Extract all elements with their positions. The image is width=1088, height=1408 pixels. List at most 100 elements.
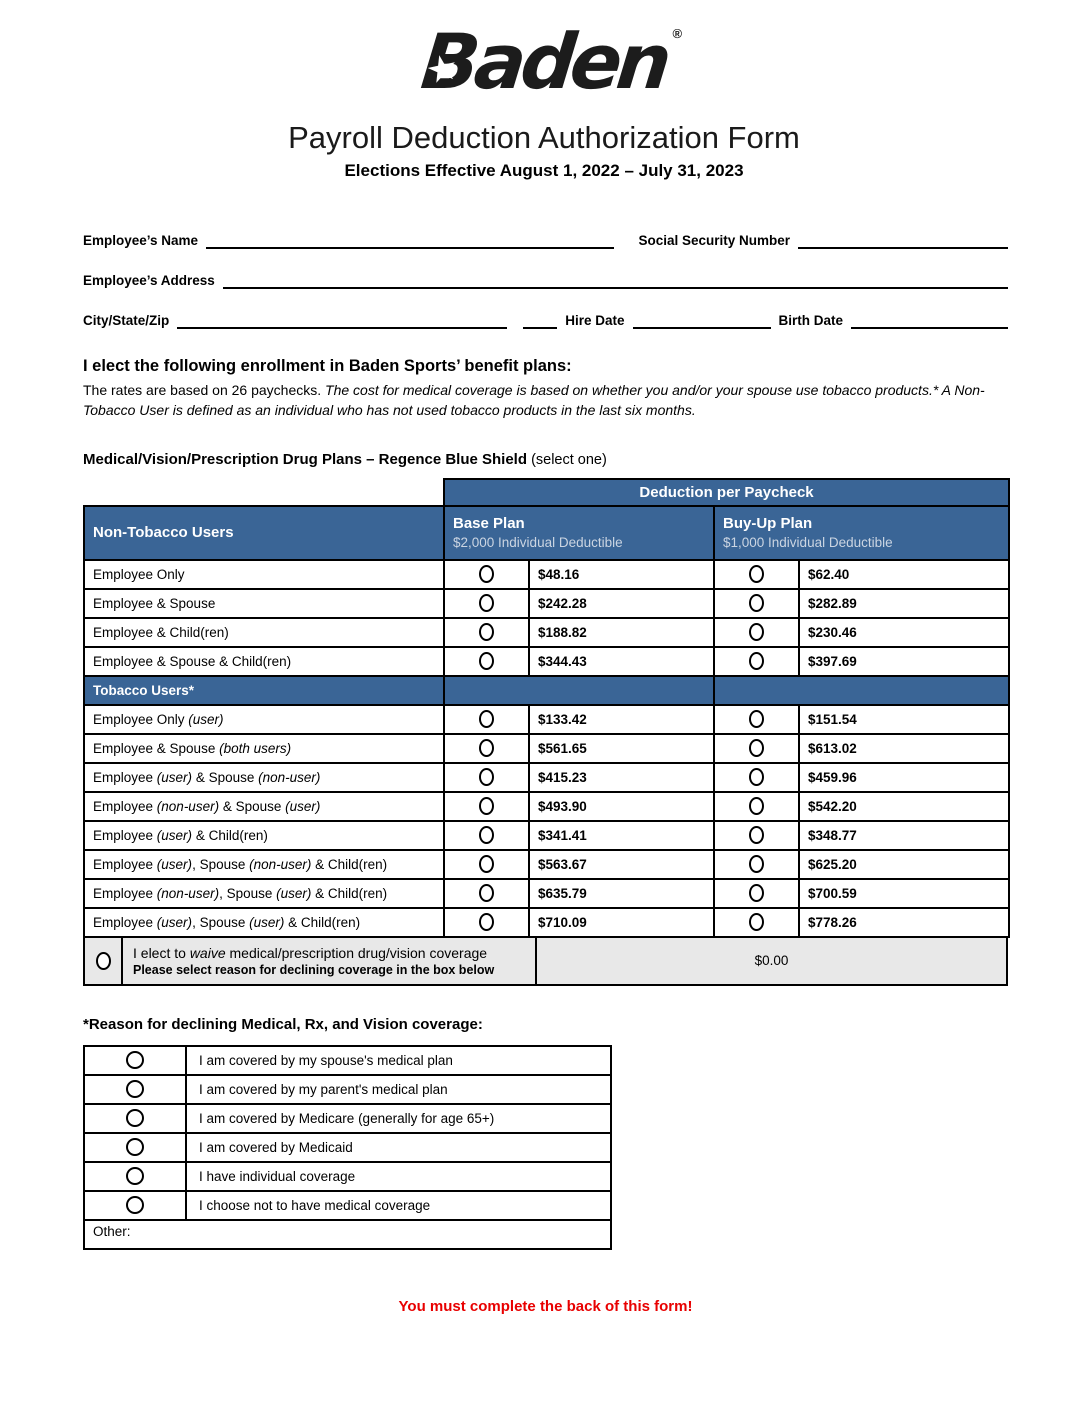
buyup-plan-radio-button[interactable] xyxy=(749,855,764,874)
field-row-city-dates: City/State/Zip Hire Date Birth Date xyxy=(83,313,1008,329)
baden-logo: Baden ★ ® xyxy=(417,17,682,106)
base-plan-radio-button[interactable] xyxy=(479,710,494,729)
buyup-plan-price: $282.89 xyxy=(797,587,1011,619)
base-plan-radio-cell xyxy=(443,761,530,793)
buyup-plan-radio-button[interactable] xyxy=(749,565,764,584)
reason-label: I am covered by Medicare (generally for … xyxy=(185,1102,612,1134)
plan-option-label: Employee & Spouse xyxy=(83,587,445,619)
plan-row: Employee Only $48.16 $62.40 xyxy=(83,558,1011,590)
buyup-plan-radio-button[interactable] xyxy=(749,623,764,642)
plan-option-label: Employee Only xyxy=(83,558,445,590)
plan-heading-note: (select one) xyxy=(531,451,607,468)
base-plan-radio-button[interactable] xyxy=(479,623,494,642)
buyup-plan-price: $613.02 xyxy=(797,732,1011,764)
buyup-plan-radio-button[interactable] xyxy=(749,739,764,758)
buyup-plan-price: $62.40 xyxy=(797,558,1011,590)
buyup-plan-radio-button[interactable] xyxy=(749,594,764,613)
buyup-plan-radio-button[interactable] xyxy=(749,710,764,729)
base-plan-radio-cell xyxy=(443,877,530,909)
base-plan-radio-button[interactable] xyxy=(479,565,494,584)
deduction-header-row: Deduction per Paycheck xyxy=(84,477,1011,507)
reason-radio-button[interactable] xyxy=(126,1196,144,1215)
base-plan-radio-cell xyxy=(443,558,530,590)
base-plan-price: $563.67 xyxy=(528,848,715,880)
reason-label: I am covered by my spouse's medical plan xyxy=(185,1044,612,1076)
employee-name-input-line[interactable] xyxy=(206,234,615,249)
plan-row: Employee (user), Spouse (user) & Child(r… xyxy=(83,906,1011,938)
field-row-name-ssn: Employee’s Name Social Security Number xyxy=(83,233,1008,249)
reason-radio-button[interactable] xyxy=(126,1138,144,1157)
base-plan-price: $493.90 xyxy=(528,790,715,822)
field-row-address: Employee’s Address xyxy=(83,273,1008,289)
birth-date-input-line[interactable] xyxy=(851,314,1008,329)
buyup-plan-price: $625.20 xyxy=(797,848,1011,880)
buyup-plan-price: $230.46 xyxy=(797,616,1011,648)
buyup-plan-radio-button[interactable] xyxy=(749,768,764,787)
reason-table: I am covered by my spouse's medical plan… xyxy=(83,1044,612,1250)
employee-address-input-line[interactable] xyxy=(222,274,1008,289)
buyup-plan-radio-cell xyxy=(713,790,800,822)
buyup-plan-radio-button[interactable] xyxy=(749,652,764,671)
buyup-plan-radio-button[interactable] xyxy=(749,884,764,903)
buyup-plan-radio-cell xyxy=(713,732,800,764)
base-plan-radio-button[interactable] xyxy=(479,797,494,816)
buyup-plan-radio-cell xyxy=(713,645,800,677)
reason-radio-button[interactable] xyxy=(126,1051,144,1070)
buyup-plan-radio-button[interactable] xyxy=(749,826,764,845)
base-plan-radio-cell xyxy=(443,616,530,648)
reason-radio-button[interactable] xyxy=(126,1109,144,1128)
plan-group-header-row: Non-Tobacco Users Base Plan $2,000 Indiv… xyxy=(83,504,1011,561)
buyup-plan-radio-button[interactable] xyxy=(749,913,764,932)
base-plan-radio-button[interactable] xyxy=(479,884,494,903)
city-state-zip-input-line[interactable] xyxy=(177,314,508,329)
base-plan-radio-button[interactable] xyxy=(479,913,494,932)
plan-row: Employee & Spouse $242.28 $282.89 xyxy=(83,587,1011,619)
other-reason-cell[interactable]: Other: xyxy=(83,1218,612,1250)
page-title: Payroll Deduction Authorization Form xyxy=(288,120,800,155)
waive-instruction: Please select reason for declining cover… xyxy=(133,962,495,977)
buyup-plan-price: $700.59 xyxy=(797,877,1011,909)
reason-row: I am covered by Medicare (generally for … xyxy=(83,1102,612,1134)
ssn-input-line[interactable] xyxy=(798,234,1008,249)
plan-row: Employee Only (user) $133.42 $151.54 xyxy=(83,703,1011,735)
election-heading: I elect the following enrollment in Bade… xyxy=(83,357,572,375)
intro-regular-text: The rates are based on 26 paychecks. xyxy=(83,382,322,398)
election-intro: The rates are based on 26 paychecks. The… xyxy=(83,381,1008,421)
base-plan-radio-button[interactable] xyxy=(479,739,494,758)
plan-option-label: Employee (non-user) & Spouse (user) xyxy=(83,790,445,822)
plan-option-label: Employee & Child(ren) xyxy=(83,616,445,648)
base-plan-radio-button[interactable] xyxy=(479,768,494,787)
base-plan-radio-button[interactable] xyxy=(479,594,494,613)
waive-radio-button[interactable] xyxy=(95,951,111,970)
reason-row: I am covered by my parent's medical plan xyxy=(83,1073,612,1105)
plan-option-label: Employee (non-user), Spouse (user) & Chi… xyxy=(83,877,445,909)
reason-radio-button[interactable] xyxy=(126,1080,144,1099)
plan-option-label: Employee Only (user) xyxy=(83,703,445,735)
base-plan-radio-button[interactable] xyxy=(479,826,494,845)
base-plan-radio-button[interactable] xyxy=(479,855,494,874)
base-plan-radio-cell xyxy=(443,906,530,938)
buyup-plan-radio-button[interactable] xyxy=(749,797,764,816)
base-plan-header: Base Plan $2,000 Individual Deductible xyxy=(443,504,715,561)
plan-heading-bold: Medical/Vision/Prescription Drug Plans –… xyxy=(83,450,528,468)
tobacco-users-header-row: Tobacco Users* xyxy=(83,674,1011,706)
decline-heading: *Reason for declining Medical, Rx, and V… xyxy=(83,1015,483,1033)
reason-radio-cell xyxy=(83,1073,187,1105)
buyup-plan-price: $397.69 xyxy=(797,645,1011,677)
base-plan-radio-button[interactable] xyxy=(479,652,494,671)
base-plan-price: $415.23 xyxy=(528,761,715,793)
base-plan-radio-cell xyxy=(443,848,530,880)
plan-row: Employee (user), Spouse (non-user) & Chi… xyxy=(83,848,1011,880)
plan-row: Employee (non-user) & Spouse (user) $493.… xyxy=(83,790,1011,822)
buyup-plan-radio-cell xyxy=(713,616,800,648)
reason-row: I am covered by Medicaid xyxy=(83,1131,612,1163)
tobacco-header-buyup-cell xyxy=(712,674,1011,706)
hire-date-input-line[interactable] xyxy=(632,314,771,329)
employee-info-section: Employee’s Name Social Security Number E… xyxy=(83,233,1008,329)
waive-row-table: I elect to waive medical/prescription dr… xyxy=(83,935,1008,986)
buyup-plan-radio-cell xyxy=(713,703,800,735)
reason-radio-cell xyxy=(83,1160,187,1192)
base-plan-radio-cell xyxy=(443,732,530,764)
reason-radio-button[interactable] xyxy=(126,1167,144,1186)
base-plan-name: Base Plan xyxy=(453,514,525,532)
